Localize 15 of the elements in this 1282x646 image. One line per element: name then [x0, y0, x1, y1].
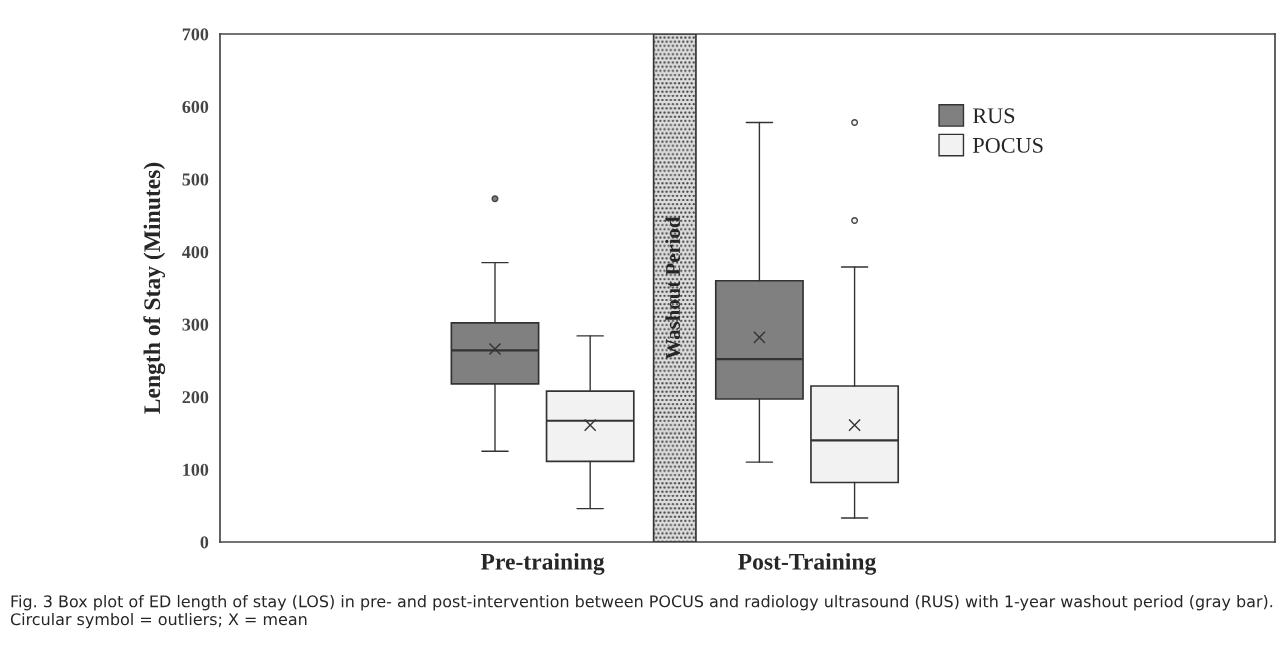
y-tick-label: 500	[182, 173, 209, 186]
y-tick-label: 400	[182, 245, 209, 259]
y-tick-label: 600	[182, 100, 209, 114]
y-axis-title: Length of Stay (Minutes)	[143, 162, 166, 414]
y-tick-label: 0	[200, 536, 209, 549]
y-tick-label: 700	[182, 28, 209, 41]
y-tick-label: 100	[183, 463, 209, 476]
caption: Fig. 3 Box plot of ED length of stay (LOS) in pre- and post-intervention between POCUS and radiology ultrasound (RUS) with 1-year washout period (gray bar). Circular symbol = outliers; X = mean	[10, 595, 1273, 629]
x-tick-label: Post-Training	[738, 553, 877, 575]
x-tick-label: Pre-training	[480, 553, 605, 575]
legend-label: RUS	[973, 108, 1015, 124]
band-label: Washout Period	[665, 216, 681, 360]
legend-label: POCUS	[973, 137, 1043, 153]
y-tick-label: 300	[182, 318, 209, 331]
y-tick-label: 200	[182, 391, 209, 404]
